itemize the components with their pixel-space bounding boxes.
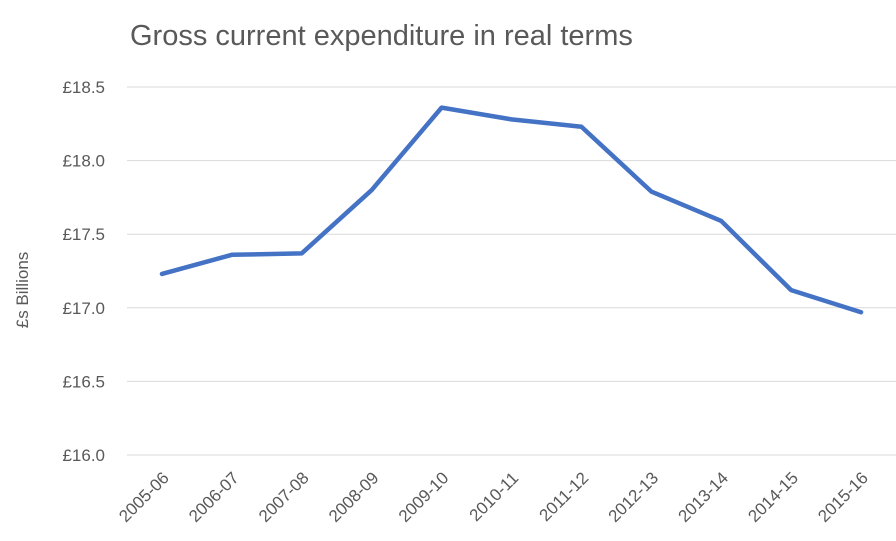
y-tick-label: £16.0 xyxy=(62,446,105,465)
y-axis-label: £s Billions xyxy=(13,252,32,329)
data-line xyxy=(159,105,864,315)
y-tick-label: £17.0 xyxy=(62,299,105,318)
chart-title: Gross current expenditure in real terms xyxy=(130,20,633,52)
x-tick-label: 2011-12 xyxy=(536,468,593,525)
x-tick-label: 2015-16 xyxy=(814,468,872,526)
x-tick-label: 2005-06 xyxy=(115,468,173,526)
y-tick-label: £18.0 xyxy=(62,152,105,171)
x-tick-label: 2012-13 xyxy=(605,468,663,526)
y-tick-label: £17.5 xyxy=(62,225,105,244)
x-tick-label: 2014-15 xyxy=(744,468,802,526)
x-tick-label: 2010-11 xyxy=(466,468,523,525)
x-tick-label: 2007-08 xyxy=(255,468,313,526)
x-tick-label: 2009-10 xyxy=(395,468,453,526)
x-tick-label: 2006-07 xyxy=(185,468,243,526)
x-tick-label: 2013-14 xyxy=(675,468,733,526)
y-tick-label: £16.5 xyxy=(62,372,105,391)
x-tick-label: 2008-09 xyxy=(325,468,383,526)
y-tick-label: £18.5 xyxy=(62,78,105,97)
